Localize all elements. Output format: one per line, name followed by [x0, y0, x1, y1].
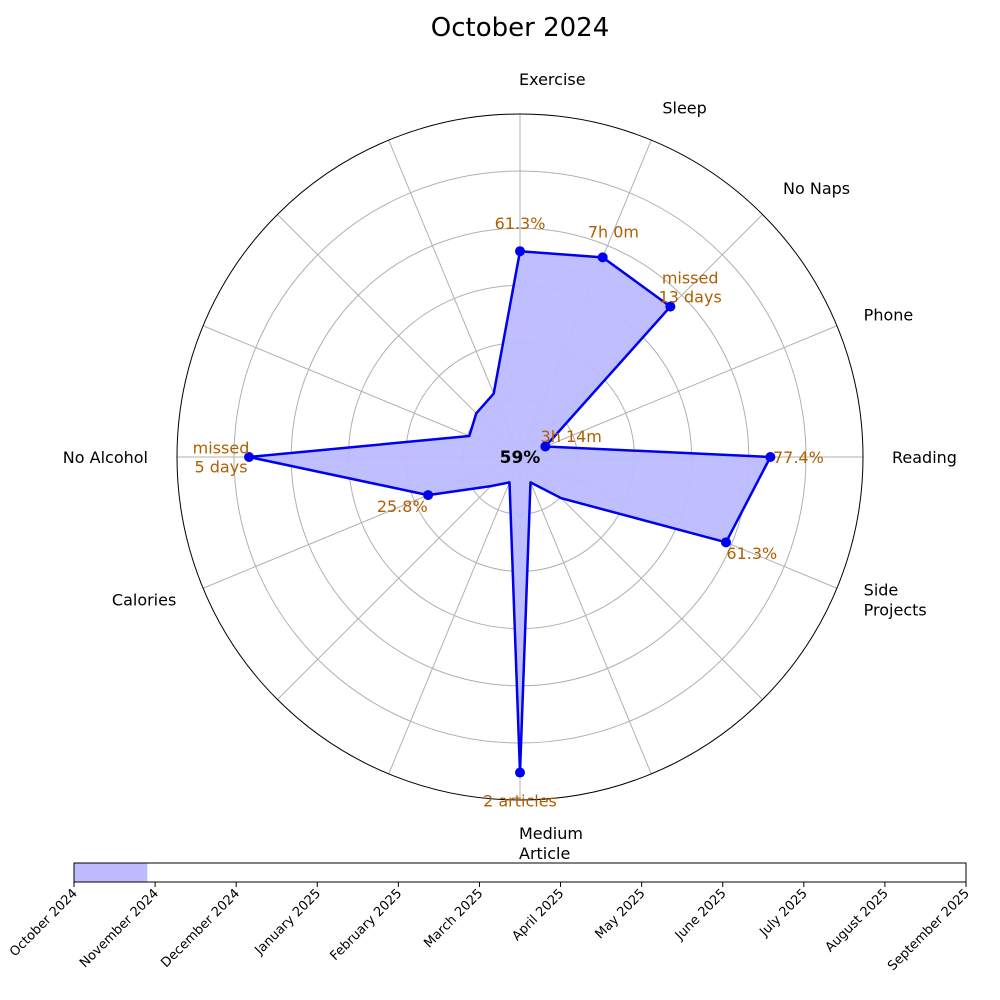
radar-axis-label: No Naps — [783, 179, 850, 198]
radar-value-label: missed 5 days — [193, 439, 250, 477]
radar-axis-label: Calories — [112, 590, 176, 609]
radar-axis-label-line: No Naps — [783, 179, 850, 198]
radar-axis-label: No Alcohol — [63, 448, 148, 467]
timeline-month-label: February 2025 — [328, 886, 406, 964]
radar-axis-label-line: Calories — [112, 590, 176, 609]
radar-value-label: 61.3% — [726, 544, 777, 563]
chart-title: October 2024 — [431, 13, 609, 43]
radar-value-label-line: 13 days — [659, 287, 722, 306]
angular-gridline — [388, 456, 521, 775]
radar-value-label-line: 3h 14m — [541, 427, 602, 446]
timeline-month-label: July 2025 — [756, 886, 810, 940]
radar-axis-label: Phone — [864, 306, 914, 325]
radar-value-label-line: 61.3% — [726, 544, 777, 563]
timeline-month-label: December 2024 — [158, 886, 243, 971]
radar-value-label-line: 2 articles — [483, 792, 557, 811]
radar-chart: Exercise Sleep No Naps Phone Reading Side Proj… — [63, 70, 957, 863]
radar-axis-label: Reading — [892, 448, 957, 467]
timeline-frame — [73, 862, 967, 883]
radar-value-label: missed 13 days — [659, 268, 722, 306]
radar-value-label-line: 25.8% — [377, 497, 428, 516]
radar-axis-label-line: Exercise — [519, 70, 586, 89]
radar-axis-label-line: Reading — [892, 448, 957, 467]
radar-marker — [665, 301, 676, 312]
radar-axis-label-line: Medium — [519, 824, 583, 843]
radar-value-label-line: 61.3% — [495, 214, 546, 233]
radar-marker — [720, 537, 731, 548]
timeline-month-label: April 2025 — [509, 886, 567, 944]
radar-marker — [597, 252, 608, 263]
radar-value-label: 25.8% — [377, 497, 428, 516]
radar-value-label-line: missed — [662, 268, 719, 287]
radar-value-label-line: missed — [193, 439, 250, 458]
angular-gridline — [277, 456, 521, 700]
radar-value-label: 61.3% — [495, 214, 546, 233]
radar-value-label-line: 77.4% — [773, 448, 824, 467]
radar-marker — [515, 246, 525, 257]
center-score-label: 59% — [500, 448, 541, 468]
angular-gridline — [519, 325, 838, 458]
radar-value-label: 2 articles — [483, 792, 557, 811]
radar-value-label-line: 7h 0m — [588, 222, 639, 241]
radar-axis-labels: Exercise Sleep No Naps Phone Reading Side Proj… — [63, 70, 957, 863]
radar-marker — [765, 452, 776, 462]
timeline-month-label: March 2025 — [421, 886, 486, 951]
timeline-progress-fill — [74, 863, 148, 882]
timeline-month-label: January 2025 — [252, 886, 324, 958]
radar-axis-label-line: No Alcohol — [63, 448, 148, 467]
radar-value-label-line: 5 days — [195, 458, 248, 477]
radar-series-markers — [244, 246, 776, 778]
radar-marker — [540, 441, 551, 452]
radar-axis-label-line: Article — [519, 844, 570, 863]
radar-axis-label-line: Sleep — [662, 98, 706, 117]
radar-axis-label-line: Phone — [864, 306, 914, 325]
radar-value-label: 7h 0m — [588, 222, 639, 241]
radar-value-label: 3h 14m — [541, 427, 602, 446]
timeline-month-label: October 2024 — [7, 886, 81, 960]
timeline-month-label: November 2024 — [77, 886, 162, 971]
radar-axis-label: Medium Article — [519, 824, 583, 863]
timeline-month-label: May 2025 — [593, 886, 649, 942]
radar-axis-label-line: Projects — [864, 600, 927, 619]
timeline-month-label: September 2025 — [885, 886, 973, 974]
radar-axis-label: Exercise — [519, 70, 586, 89]
radar-value-label: 77.4% — [773, 448, 824, 467]
radar-marker — [244, 452, 255, 462]
timeline-month-label: June 2025 — [672, 886, 730, 944]
radar-axis-label: Side Projects — [864, 580, 927, 619]
radar-outer-frame — [176, 113, 864, 801]
radar-axis-label: Sleep — [662, 98, 706, 117]
radar-series-area — [247, 249, 772, 774]
radar-marker — [515, 767, 525, 778]
radar-axis-label-line: Side — [864, 580, 899, 599]
angular-gridline — [519, 456, 652, 775]
timeline-month-label: August 2025 — [823, 886, 892, 955]
radar-marker — [423, 490, 434, 501]
